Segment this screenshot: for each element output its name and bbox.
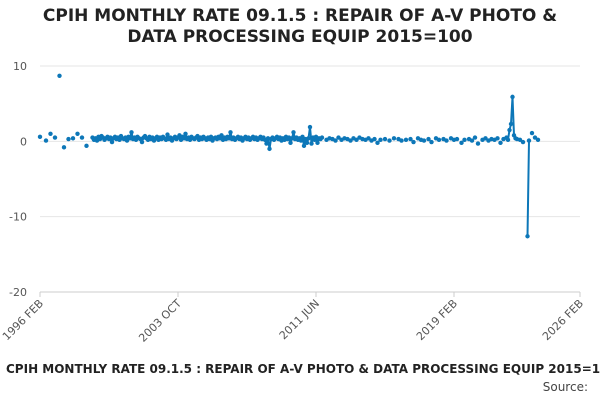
chart-title-line-2: DATA PROCESSING EQUIP 2015=100 (127, 27, 473, 47)
data-point[interactable] (348, 138, 353, 143)
data-point[interactable] (139, 139, 145, 145)
data-point[interactable] (354, 137, 359, 143)
data-point[interactable] (444, 138, 449, 143)
data-point[interactable] (307, 124, 313, 130)
data-point[interactable] (124, 138, 130, 143)
data-point[interactable] (66, 136, 71, 142)
data-point[interactable] (507, 127, 512, 133)
data-point[interactable] (526, 138, 532, 143)
y-tick-label: 10 (13, 60, 27, 73)
data-point[interactable] (319, 135, 325, 140)
x-axis-ticks: 1996 FEB 2003 OCT 2011 JUN 2019 FEB 2026 FEB (0, 292, 586, 345)
data-point[interactable] (291, 130, 296, 135)
data-point[interactable] (75, 131, 80, 136)
data-point[interactable] (61, 145, 67, 150)
data-point[interactable] (309, 141, 314, 146)
chart-title-line-1: CPIH MONTHLY RATE 09.1.5 : REPAIR OF A-V… (42, 6, 558, 26)
data-point[interactable] (421, 138, 427, 143)
data-point[interactable] (336, 135, 341, 140)
y-tick-label: -20 (9, 286, 27, 299)
data-point[interactable] (403, 137, 409, 143)
x-tick-label: 2011 JUN (277, 297, 322, 342)
series-line-segment (526, 139, 530, 238)
data-point[interactable] (109, 139, 115, 145)
data-point[interactable] (517, 137, 523, 143)
data-point[interactable] (387, 138, 392, 143)
data-point[interactable] (436, 137, 442, 143)
data-point[interactable] (228, 130, 233, 135)
data-point[interactable] (472, 135, 478, 140)
data-point[interactable] (532, 135, 538, 140)
data-point[interactable] (79, 135, 85, 140)
data-point[interactable] (426, 136, 431, 142)
data-point[interactable] (70, 136, 76, 141)
data-point[interactable] (510, 94, 515, 100)
data-point[interactable] (498, 140, 503, 146)
data-point[interactable] (429, 139, 434, 145)
data-point[interactable] (525, 234, 530, 239)
data-point[interactable] (391, 136, 397, 141)
data-point[interactable] (165, 132, 170, 137)
chart-title: CPIH MONTHLY RATE 09.1.5 : REPAIR OF A-V… (0, 6, 600, 48)
data-point[interactable] (378, 137, 383, 143)
y-axis-ticks: 10 0 -10 -20 (9, 60, 27, 299)
data-point[interactable] (57, 73, 62, 78)
data-point[interactable] (382, 136, 388, 142)
data-point[interactable] (505, 137, 511, 143)
data-point[interactable] (411, 139, 416, 145)
data-point[interactable] (375, 140, 380, 146)
data-point[interactable] (520, 139, 526, 145)
data-point[interactable] (267, 146, 272, 152)
data-point[interactable] (408, 136, 413, 142)
footer-source: Source: (542, 380, 588, 394)
x-tick-label: 2003 OCT (136, 297, 184, 345)
data-point[interactable] (129, 130, 134, 135)
data-point[interactable] (483, 136, 488, 141)
data-point[interactable] (508, 121, 514, 127)
y-tick-label: 0 (20, 135, 27, 148)
data-point[interactable] (315, 140, 320, 146)
data-point[interactable] (459, 140, 464, 146)
x-tick-label: 1996 FEB (0, 297, 46, 343)
data-point[interactable] (535, 137, 541, 143)
data-point[interactable] (333, 138, 338, 143)
data-point[interactable] (264, 141, 269, 146)
data-point[interactable] (462, 137, 467, 143)
data-point[interactable] (475, 141, 481, 146)
data-point[interactable] (469, 138, 475, 143)
data-point[interactable] (84, 143, 89, 149)
data-point[interactable] (366, 136, 371, 141)
data-point[interactable] (219, 133, 224, 138)
data-point[interactable] (37, 134, 43, 140)
data-point[interactable] (372, 136, 377, 142)
x-tick-label: 2026 FEB (540, 297, 586, 343)
data-point[interactable] (495, 136, 500, 141)
data-point[interactable] (298, 138, 304, 143)
data-point[interactable] (399, 138, 404, 143)
y-tick-label: -10 (9, 211, 27, 224)
gridlines (40, 65, 580, 293)
footer-title: CPIH MONTHLY RATE 09.1.5 : REPAIR OF A-V… (6, 362, 600, 376)
x-tick-label: 2019 FEB (414, 297, 460, 343)
data-point[interactable] (52, 135, 58, 140)
series-line-segment (511, 95, 515, 137)
data-point[interactable] (48, 131, 53, 136)
data-point[interactable] (301, 143, 307, 149)
series-layer (37, 73, 541, 239)
data-point[interactable] (43, 138, 49, 143)
data-point[interactable] (454, 136, 460, 142)
data-point[interactable] (288, 140, 293, 146)
data-point[interactable] (529, 130, 535, 136)
data-point[interactable] (304, 140, 310, 146)
data-point[interactable] (183, 131, 188, 136)
data-point[interactable] (306, 136, 311, 141)
data-point[interactable] (300, 134, 305, 140)
